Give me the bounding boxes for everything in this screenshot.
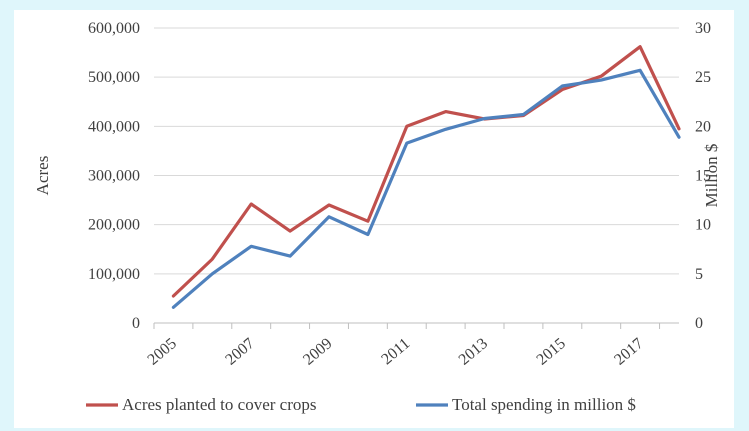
left-tick-label: 0 — [132, 315, 140, 332]
legend-item-acres-label: Acres planted to cover crops — [122, 395, 316, 414]
left-tick-label: 200,000 — [88, 217, 140, 234]
legend-item-spending-label: Total spending in million $ — [452, 395, 636, 414]
series-line-acres — [171, 45, 681, 298]
left-tick-label: 300,000 — [88, 168, 140, 185]
right-axis-ticks: 0 5 10 15 20 25 30 — [695, 20, 711, 332]
gridlines — [154, 27, 679, 275]
left-tick-label: 100,000 — [88, 266, 140, 283]
right-tick-label: 0 — [695, 315, 703, 332]
x-tick-label: 2011 — [378, 335, 413, 368]
left-tick-label: 600,000 — [88, 20, 140, 37]
left-axis-ticks: 0 100,000 200,000 300,000 400,000 500,000 600,… — [88, 20, 140, 332]
right-tick-label: 5 — [695, 266, 703, 283]
x-tick-label: 2007 — [222, 335, 257, 369]
left-axis-label: Acres — [33, 156, 52, 196]
right-axis-label: Million $ — [702, 144, 721, 208]
x-tick-label: 2009 — [300, 335, 335, 369]
x-tick-label: 2015 — [533, 335, 568, 369]
right-tick-label: 10 — [695, 217, 711, 234]
right-tick-label: 25 — [695, 69, 711, 86]
legend: Acres planted to cover crops Total spendi… — [86, 395, 636, 414]
right-tick-label: 30 — [695, 20, 711, 37]
series-line-spending — [171, 68, 681, 309]
x-axis-ticks: 2005 2007 2009 2011 2013 2015 2017 — [145, 323, 661, 369]
series-lines — [171, 45, 681, 309]
x-tick-label: 2017 — [611, 335, 646, 369]
left-tick-label: 400,000 — [88, 118, 140, 135]
chart-panel: 0 100,000 200,000 300,000 400,000 500,000 600,… — [14, 10, 734, 428]
right-tick-label: 15 — [695, 168, 711, 185]
x-tick-label: 2005 — [145, 335, 180, 369]
right-tick-label: 20 — [695, 118, 711, 135]
x-tick-label: 2013 — [456, 335, 491, 369]
left-tick-label: 500,000 — [88, 69, 140, 86]
line-chart: 0 100,000 200,000 300,000 400,000 500,000 600,… — [33, 20, 721, 414]
